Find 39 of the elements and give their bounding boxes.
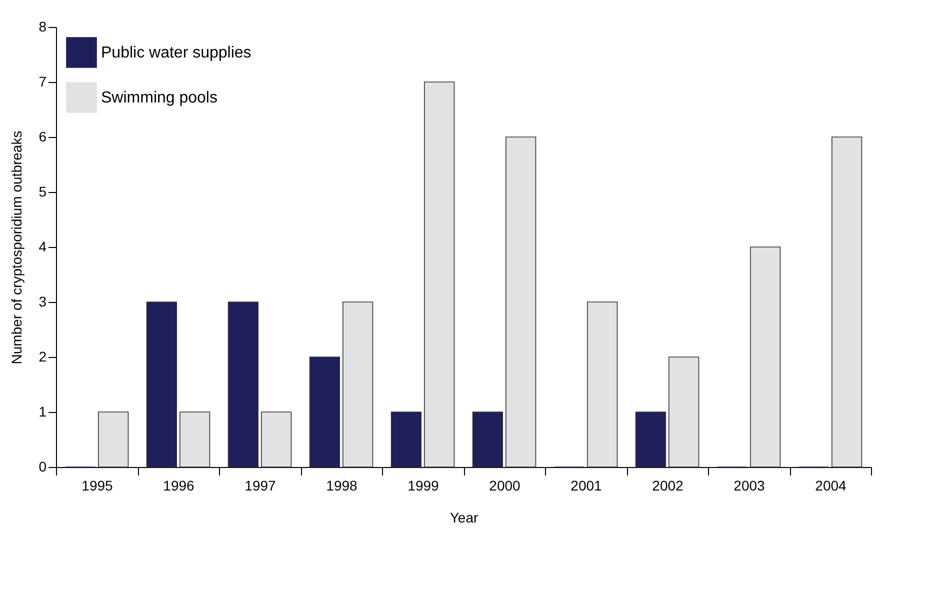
y-tick-label: 2 <box>38 348 47 364</box>
y-tick-label: 0 <box>38 458 47 474</box>
x-tick-label: 1995 <box>82 478 114 494</box>
y-tick-label: 4 <box>38 238 47 254</box>
bar <box>750 246 781 468</box>
y-axis-title: Number of cryptosporidium outbreaks <box>8 130 25 364</box>
legend-label: Public water supplies <box>101 44 252 62</box>
x-tick-label: 2000 <box>489 478 521 494</box>
y-tick-label: 5 <box>38 184 47 200</box>
y-tick-label: 8 <box>38 18 47 34</box>
y-tick-label: 3 <box>38 294 47 310</box>
bar <box>261 412 292 468</box>
x-tick-label: 2002 <box>652 478 684 494</box>
bar <box>390 412 422 468</box>
bar <box>506 136 536 468</box>
bar <box>635 412 666 468</box>
legend-label: Swimming pools <box>101 90 218 106</box>
bar <box>424 82 455 468</box>
bar <box>587 302 618 468</box>
x-tick-label: 1998 <box>326 478 358 494</box>
bar <box>668 356 700 468</box>
x-tick-label: 1999 <box>408 478 440 494</box>
bar <box>180 412 210 468</box>
bar <box>228 302 258 468</box>
bar <box>342 302 374 468</box>
x-tick-label: 2004 <box>815 478 847 494</box>
y-tick-label: 1 <box>38 404 47 420</box>
x-tick-label: 1997 <box>244 478 276 494</box>
x-tick-label: 1996 <box>163 478 195 494</box>
bar <box>98 412 129 468</box>
y-tick-label: 6 <box>38 128 47 144</box>
bar <box>309 356 340 468</box>
bar <box>146 302 177 468</box>
bar <box>832 136 862 468</box>
x-axis-title: Year <box>450 510 478 526</box>
x-tick-label: 2001 <box>570 478 602 494</box>
x-tick-label: 2003 <box>734 478 766 494</box>
bar <box>472 412 503 468</box>
y-tick-label: 7 <box>38 74 47 90</box>
